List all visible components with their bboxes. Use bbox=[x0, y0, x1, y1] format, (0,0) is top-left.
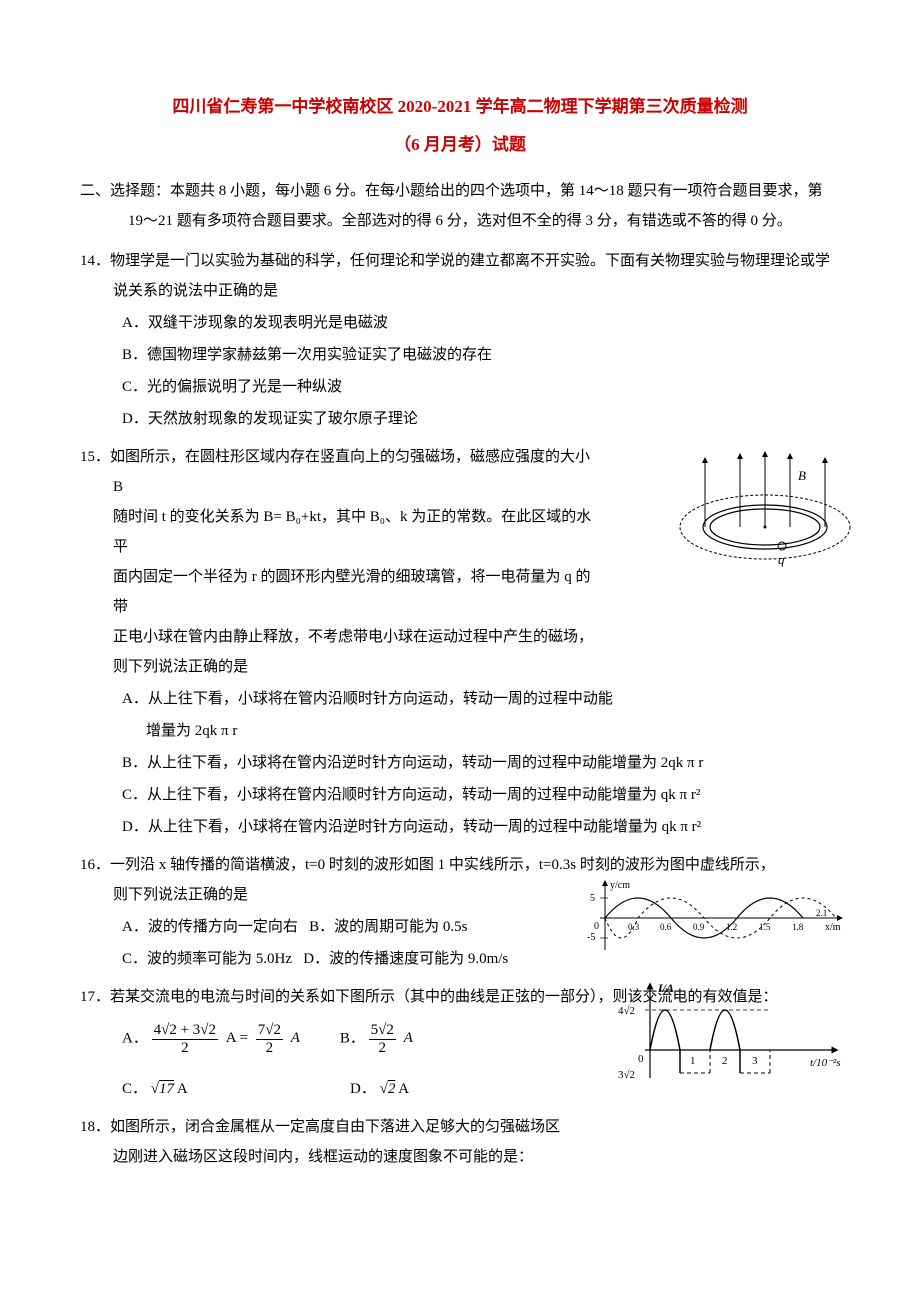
q16-option-b: B．波的周期可能为 0.5s bbox=[309, 919, 467, 935]
q16-ylabel: y/cm bbox=[610, 880, 630, 891]
q15-option-b: B．从上往下看，小球将在管内沿逆时针方向运动，转动一周的过程中动能增量为 2qk… bbox=[122, 748, 840, 778]
q17-b-post: A bbox=[404, 1030, 413, 1046]
q17-c-pre: C． bbox=[122, 1081, 147, 1097]
q17-ylabel: I/A bbox=[657, 981, 674, 995]
q16-option-a: A．波的传播方向一定向右 bbox=[122, 919, 298, 935]
q16-origin: 0 bbox=[594, 921, 599, 932]
q16-xt-3: 0.9 bbox=[693, 922, 705, 932]
q15-option-d: D．从上往下看，小球将在管内沿逆时针方向运动，转动一周的过程中动能增量为 qk … bbox=[122, 812, 840, 842]
q17-xt1: 1 bbox=[690, 1055, 696, 1067]
q14-option-d: D．天然放射现象的发现证实了玻尔原子理论 bbox=[122, 404, 840, 434]
q17-b-den: 2 bbox=[369, 1040, 396, 1057]
q15-label-b: B bbox=[798, 468, 806, 483]
title-line-2: （6 月月考）试题 bbox=[80, 128, 840, 162]
q16-wave-svg: y/cm x/m 5 -5 0 0.3 0.6 0.9 1.2 1.5 1.8 … bbox=[580, 878, 850, 958]
question-17: 17．若某交流电的电流与时间的关系如下图所示（其中的曲线是正弦的一部分），则该交… bbox=[80, 982, 840, 1104]
q15-figure: B q bbox=[670, 442, 860, 583]
q17-current-svg: I/A t/10⁻²s 4√2 3√2 0 1 2 3 bbox=[610, 978, 850, 1093]
q17-a-mid: A = bbox=[226, 1030, 248, 1046]
q15-diagram-svg: B q bbox=[670, 442, 860, 572]
question-18: 18．如图所示，闭合金属框从一定高度自由下落进入足够大的匀强磁场区 边刚进入磁场… bbox=[80, 1112, 840, 1172]
q16-xt-1: 0.3 bbox=[628, 922, 640, 932]
q17-xlabel: t/10⁻²s bbox=[810, 1057, 841, 1069]
q16-options: A．波的传播方向一定向右 B．波的周期可能为 0.5s C．波的频率可能为 5.… bbox=[80, 912, 510, 974]
q16-stem: 16．一列沿 x 轴传播的简谐横波，t=0 时刻的波形如图 1 中实线所示，t=… bbox=[80, 850, 840, 880]
q17-c-val: √17 A bbox=[151, 1081, 188, 1097]
q15-option-a-l2: 增量为 2qk π r bbox=[122, 716, 840, 746]
q17-option-c: C． √17 A bbox=[122, 1074, 310, 1104]
q15-stem-l5: 则下列说法正确的是 bbox=[80, 652, 600, 682]
q16-option-ab: A．波的传播方向一定向右 B．波的周期可能为 0.5s bbox=[122, 912, 510, 942]
q14-option-b: B．德国物理学家赫兹第一次用实验证实了电磁波的存在 bbox=[122, 340, 840, 370]
q15-option-a-l1: A．从上往下看，小球将在管内沿顺时针方向运动，转动一周的过程中动能 bbox=[122, 684, 840, 714]
q15-stem-l3: 面内固定一个半径为 r 的圆环形内壁光滑的细玻璃管，将一电荷量为 q 的带 bbox=[80, 562, 600, 622]
q17-d-pre: D． bbox=[350, 1081, 376, 1097]
q17-a-num2: 7√2 bbox=[256, 1022, 283, 1040]
q16-xt-4: 1.2 bbox=[726, 922, 737, 932]
q17-xt2: 2 bbox=[722, 1055, 728, 1067]
q16-option-c: C．波的频率可能为 5.0Hz bbox=[122, 951, 292, 967]
q15-stem-l4: 正电小球在管内由静止释放，不考虑带电小球在运动过程中产生的磁场， bbox=[80, 622, 600, 652]
q15-stem-l1: 15．如图所示，在圆柱形区域内存在竖直向上的匀强磁场，磁感应强度的大小 B bbox=[80, 442, 600, 502]
q16-ytick-5: 5 bbox=[590, 893, 595, 904]
q17-option-b: B． 5√22 A bbox=[340, 1022, 413, 1056]
question-14: 14．物理学是一门以实验为基础的科学，任何理论和学说的建立都离不开实验。下面有关… bbox=[80, 246, 840, 434]
q16-option-cd: C．波的频率可能为 5.0Hz D．波的传播速度可能为 9.0m/s bbox=[122, 944, 510, 974]
q15-options: A．从上往下看，小球将在管内沿顺时针方向运动，转动一周的过程中动能 增量为 2q… bbox=[80, 684, 840, 842]
q16-xt-2: 0.6 bbox=[660, 922, 672, 932]
q17-option-a: A． 4√2 + 3√22 A = 7√22 A bbox=[122, 1022, 300, 1056]
q15-label-q: q bbox=[778, 552, 785, 567]
q17-a-den2: 2 bbox=[256, 1040, 283, 1057]
q15-option-c: C．从上往下看，小球将在管内沿顺时针方向运动，转动一周的过程中动能增量为 qk … bbox=[122, 780, 840, 810]
question-15: 15．如图所示，在圆柱形区域内存在竖直向上的匀强磁场，磁感应强度的大小 B 随时… bbox=[80, 442, 840, 842]
q16-ytick-m5: -5 bbox=[587, 932, 595, 943]
question-16: 16．一列沿 x 轴传播的简谐横波，t=0 时刻的波形如图 1 中实线所示，t=… bbox=[80, 850, 840, 974]
q14-option-c: C．光的偏振说明了光是一种纵波 bbox=[122, 372, 840, 402]
q17-ybot: 3√2 bbox=[618, 1069, 635, 1081]
q17-xt3: 3 bbox=[752, 1055, 758, 1067]
q17-a-post: A bbox=[291, 1030, 300, 1046]
q18-stem-2: 边刚进入磁场区这段时间内，线框运动的速度图象不可能的是： bbox=[80, 1142, 840, 1172]
q17-origin: 0 bbox=[638, 1053, 644, 1065]
q16-option-d: D．波的传播速度可能为 9.0m/s bbox=[303, 951, 508, 967]
q18-stem: 18．如图所示，闭合金属框从一定高度自由下落进入足够大的匀强磁场区 bbox=[80, 1112, 840, 1142]
q17-ytop: 4√2 bbox=[618, 1005, 635, 1017]
q17-option-d: D． √2 A bbox=[350, 1074, 409, 1104]
q17-b-pre: B． bbox=[340, 1030, 365, 1046]
q16-xlabel: x/m bbox=[825, 922, 841, 933]
q17-figure: I/A t/10⁻²s 4√2 3√2 0 1 2 3 bbox=[610, 978, 850, 1104]
q14-options: A．双缝干涉现象的发现表明光是电磁波 B．德国物理学家赫兹第一次用实验证实了电磁… bbox=[80, 308, 840, 434]
q17-a-den: 2 bbox=[152, 1040, 218, 1057]
q14-option-a: A．双缝干涉现象的发现表明光是电磁波 bbox=[122, 308, 840, 338]
q16-xt-7: 2.1 bbox=[816, 908, 827, 918]
q17-a-pre: A． bbox=[122, 1030, 148, 1046]
q16-xt-5: 1.5 bbox=[759, 922, 771, 932]
q16-figure: y/cm x/m 5 -5 0 0.3 0.6 0.9 1.2 1.5 1.8 … bbox=[580, 878, 850, 969]
q14-stem: 14．物理学是一门以实验为基础的科学，任何理论和学说的建立都离不开实验。下面有关… bbox=[80, 246, 840, 306]
q17-a-num: 4√2 + 3√2 bbox=[152, 1022, 218, 1040]
q15-stem-l2: 随时间 t 的变化关系为 B= B₀+kt，其中 B₀、k 为正的常数。在此区域… bbox=[80, 502, 600, 562]
section-instructions: 二、选择题：本题共 8 小题，每小题 6 分。在每小题给出的四个选项中，第 14… bbox=[80, 176, 840, 236]
q16-xt-6: 1.8 bbox=[792, 922, 804, 932]
title-line-1: 四川省仁寿第一中学校南校区 2020-2021 学年高二物理下学期第三次质量检测 bbox=[80, 90, 840, 124]
q17-d-val: √2 A bbox=[380, 1081, 410, 1097]
q17-b-num: 5√2 bbox=[369, 1022, 396, 1040]
